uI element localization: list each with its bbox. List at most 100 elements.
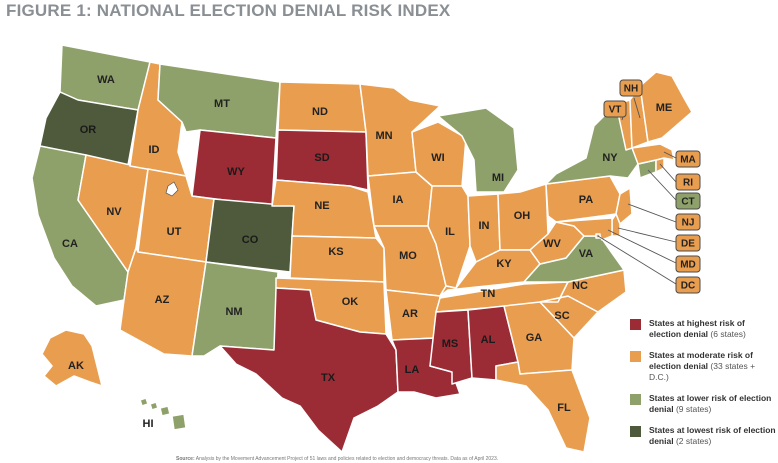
state-MI[interactable] [437,107,519,193]
label-MT: MT [214,98,230,110]
leader-MA [663,151,677,159]
legend-swatch-lowest [630,426,641,437]
figure-title: FIGURE 1: NATIONAL ELECTION DENIAL RISK … [6,1,451,20]
state-SD[interactable] [275,129,369,191]
label-ME: ME [656,102,673,114]
state-TX[interactable] [219,287,399,453]
legend-label-lower: States at lower risk of election denial [649,393,772,414]
label-TX: TX [321,372,336,384]
label-AL: AL [481,334,496,346]
label-OH: OH [514,210,531,222]
label-FL: FL [557,402,571,414]
label-GA: GA [526,332,543,344]
label-WV: WV [543,238,561,250]
state-HI[interactable] [139,397,187,431]
callout-box-VT [603,100,627,118]
label-NM: NM [225,306,242,318]
label-UT: UT [167,226,182,238]
label-NE: NE [314,200,329,212]
leader-DE [617,227,677,243]
label-KS: KS [328,246,343,258]
callout-box-MD [675,255,701,273]
callout-box-DC [675,276,701,294]
callout-label-MA: MA [680,155,696,166]
callout-label-VT: VT [609,105,622,116]
legend-label-highest: States at highest risk of election denia… [649,318,745,339]
leader-MD [607,229,677,264]
label-MN: MN [375,130,392,142]
label-AZ: AZ [155,294,170,306]
label-CA: CA [62,238,78,250]
label-CO: CO [242,234,259,246]
label-AR: AR [402,308,418,320]
label-NC: NC [572,280,588,292]
source-label: Source: [176,456,195,462]
leader-RI [659,163,677,183]
leader-NJ [627,203,677,223]
source-text: Analysis by the Movement Advancement Pro… [195,456,499,462]
leader-NH [633,97,641,119]
callout-box-RI [675,173,701,191]
source-note: Source: Analysis by the Movement Advance… [176,456,498,462]
label-IA: IA [393,194,404,206]
label-SD: SD [314,152,329,164]
callout-label-MD: MD [680,260,696,271]
label-AK: AK [68,360,84,372]
callout-box-MA [675,150,701,168]
callout-label-CT: CT [681,197,694,208]
legend-swatch-lower [630,394,641,405]
callout-box-NH [619,79,643,97]
label-OR: OR [80,124,97,136]
label-WI: WI [431,152,444,164]
label-NV: NV [106,206,122,218]
callout-box-DE [675,234,701,252]
great-salt-lake [165,181,179,197]
callout-label-NJ: NJ [682,218,695,229]
legend-swatch-highest [630,319,641,330]
legend-note-moderate: (33 states + D.C.) [649,361,756,382]
leader-CT [647,169,677,201]
leader-DC [597,235,677,285]
label-VA: VA [579,248,594,260]
label-ND: ND [312,106,328,118]
state-ME[interactable] [639,71,693,143]
callout-label-DE: DE [681,239,695,250]
legend-item-lower: States at lower risk of election denial … [630,393,776,415]
label-WY: WY [227,166,245,178]
label-OK: OK [342,296,359,308]
label-NY: NY [602,152,618,164]
callout-box-CT [675,192,701,210]
label-WA: WA [97,74,115,86]
label-TN: TN [481,288,496,300]
legend-item-highest: States at highest risk of election denia… [630,318,776,340]
legend-note-lowest: (2 states) [675,436,712,446]
state-KS[interactable] [289,235,385,283]
label-IN: IN [479,220,490,232]
label-MO: MO [399,250,417,262]
legend-label-moderate: States at moderate risk of election deni… [649,350,753,371]
callout-label-NH: NH [624,84,638,95]
label-LA: LA [405,364,420,376]
label-ID: ID [149,144,160,156]
state-FL[interactable] [495,361,591,453]
state-AK[interactable] [41,329,103,387]
legend-item-moderate: States at moderate risk of election deni… [630,350,776,383]
label-IL: IL [445,226,455,238]
label-KY: KY [496,258,512,270]
state-NJ[interactable] [615,187,633,225]
callout-label-RI: RI [683,178,693,189]
label-HI: HI [143,418,154,430]
label-SC: SC [554,310,569,322]
legend-swatch-moderate [630,351,641,362]
state-MA[interactable] [631,143,675,165]
legend: States at highest risk of election denia… [630,318,776,457]
label-PA: PA [579,194,594,206]
callout-box-NJ [675,213,701,231]
legend-item-lowest: States at lowest risk of election denial… [630,425,776,447]
legend-note-highest: (6 states) [710,329,746,339]
label-MS: MS [442,338,459,350]
label-MI: MI [492,172,504,184]
state-KY[interactable] [439,249,541,297]
callout-label-DC: DC [681,281,695,292]
